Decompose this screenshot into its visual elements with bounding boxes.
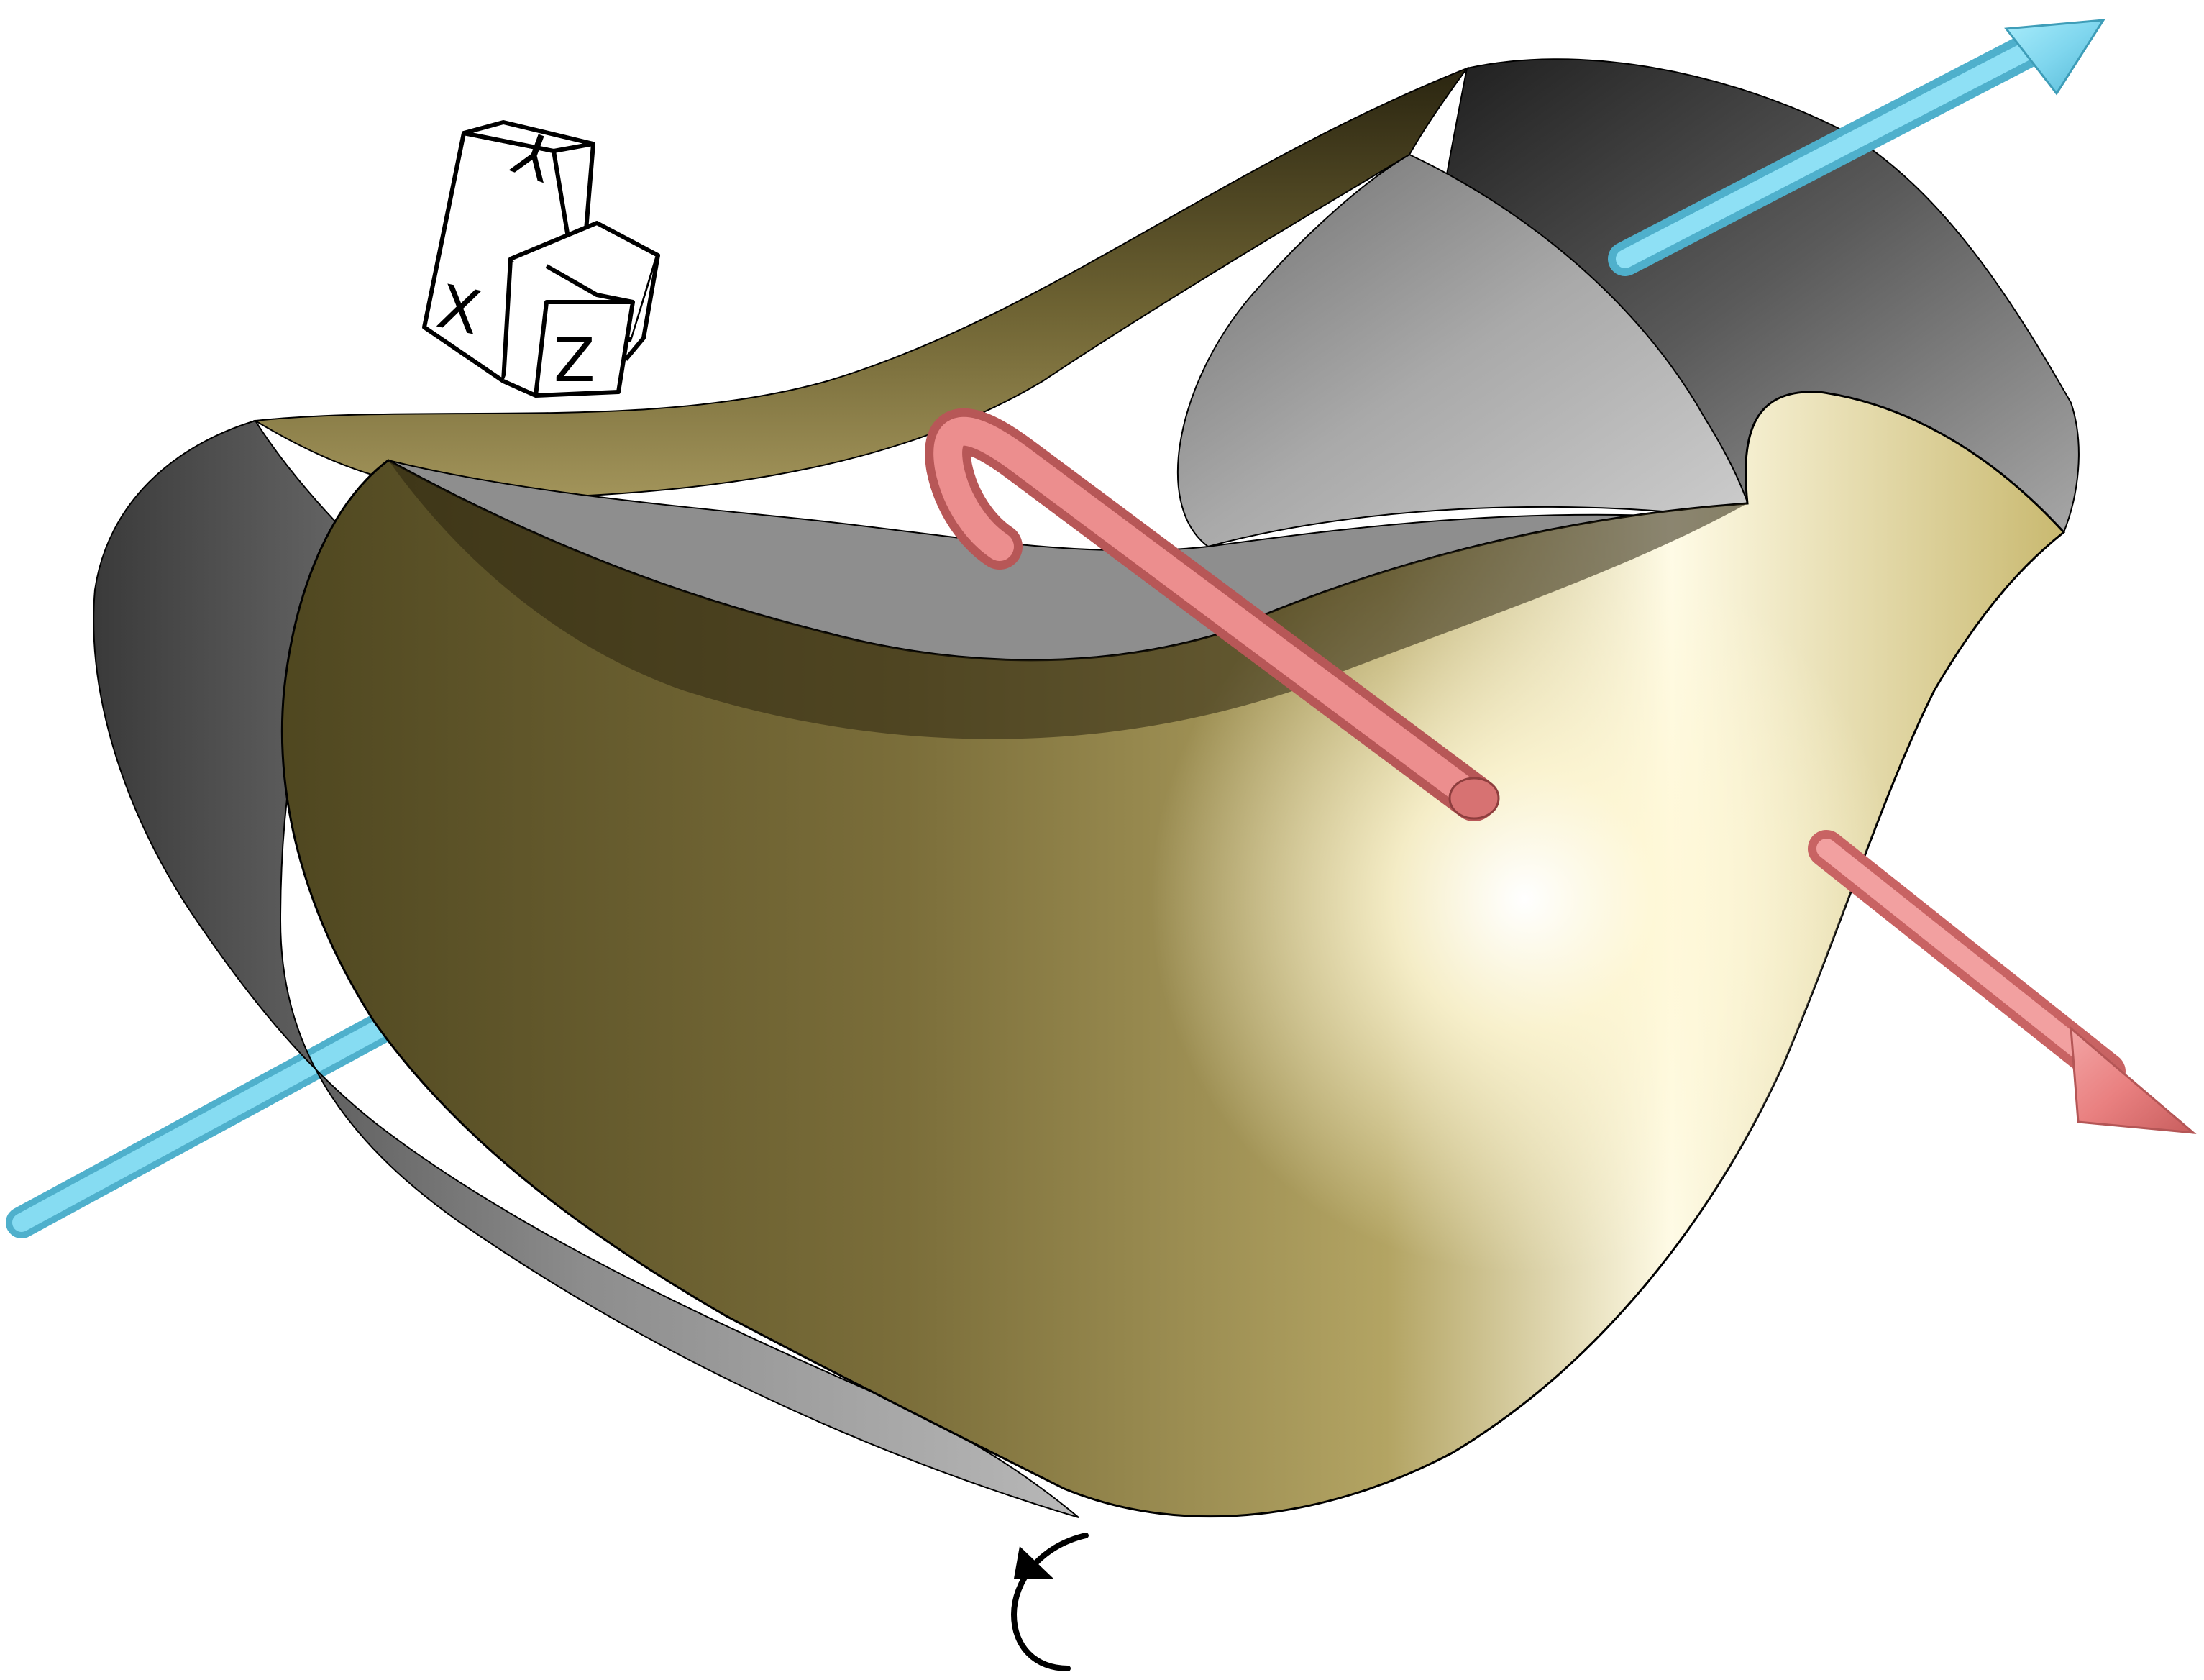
- surface-front-shadow: [388, 460, 1747, 739]
- x-axis: [1808, 830, 2197, 1134]
- view-cube-icon[interactable]: X Y Z: [422, 115, 660, 398]
- y-axis: [1608, 19, 2105, 276]
- y-axis-arrowhead: [2004, 19, 2105, 96]
- rotate-arrow-icon[interactable]: [1010, 1533, 1089, 1671]
- view-cube-label-z: Z: [554, 325, 595, 396]
- surface-left-wing: [93, 419, 1079, 1518]
- x-axis-arrowhead: [2070, 1026, 2197, 1134]
- rotation-hook-icon[interactable]: [925, 408, 1500, 821]
- surface-top-rim: [252, 66, 1469, 498]
- surface-inner-fold: [1176, 153, 1756, 548]
- y-axis-back: [6, 977, 462, 1238]
